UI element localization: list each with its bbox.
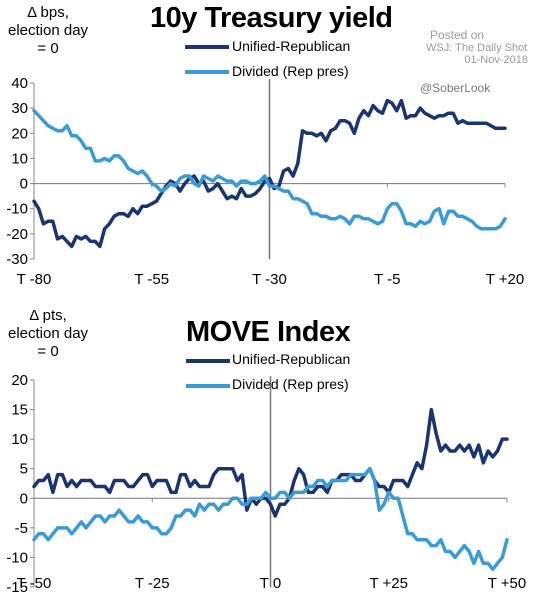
chart2-y-tick-label: 0 bbox=[20, 490, 28, 507]
chart2-note-line2: election day bbox=[8, 325, 89, 342]
chart2-legend-unified-label: Unified-Republican bbox=[232, 351, 351, 367]
chart2-y-tick-label: -10 bbox=[6, 549, 28, 566]
chart2-note-line3: = 0 bbox=[37, 343, 59, 360]
chart1-y-tick-label: 10 bbox=[11, 150, 28, 167]
chart1-series-divided-rep-pres bbox=[32, 108, 507, 231]
chart2-x-tick-label: T +50 bbox=[488, 575, 527, 592]
chart2-x-tick-label: T 0 bbox=[260, 575, 281, 592]
chart2-y-tick-label: 10 bbox=[11, 431, 28, 448]
watermark-posted-on: Posted on bbox=[430, 28, 485, 42]
chart2-note-line1: Δ pts, bbox=[29, 307, 67, 324]
chart2-title: MOVE Index bbox=[186, 316, 351, 348]
chart1-y-tick-label: 20 bbox=[11, 125, 28, 142]
chart1-legend-unified-swatch bbox=[185, 45, 229, 49]
chart1-y-tick-label: 30 bbox=[11, 100, 28, 117]
chart2-y-tick-label: 5 bbox=[20, 461, 28, 478]
chart2-series-unified-republican bbox=[32, 407, 509, 518]
chart2-y-tick-label: -15 bbox=[6, 579, 28, 596]
chart1-legend-divided-swatch bbox=[185, 70, 229, 74]
chart2-x-tick-label: T -50 bbox=[17, 575, 52, 592]
chart2-x-tick-label: T +25 bbox=[369, 575, 408, 592]
chart1-y-tick-label: -20 bbox=[6, 226, 28, 243]
chart1-legend-divided-label: Divided (Rep pres) bbox=[232, 63, 349, 79]
chart2-y-tick-label: -5 bbox=[15, 520, 28, 537]
chart1-y-tick-label: -30 bbox=[6, 251, 28, 268]
chart1-y-tick-label: 40 bbox=[11, 75, 28, 92]
chart2-note: Δ pts, election day = 0 bbox=[8, 307, 88, 361]
chart1-x-tick-label: T +20 bbox=[486, 271, 525, 288]
chart2-series-divided-rep-pres bbox=[32, 466, 509, 572]
watermark-handle: @SoberLook bbox=[420, 81, 491, 95]
chart1-note-line3: = 0 bbox=[37, 40, 59, 57]
chart1-note-line1: Δ bps, bbox=[27, 4, 69, 21]
chart1-note: Δ bps, election day = 0 bbox=[8, 4, 88, 58]
chart1-y-tick-label: -10 bbox=[6, 201, 28, 218]
watermark: Posted on WSJ: The Daily Shot 01-Nov-201… bbox=[418, 28, 530, 66]
chart2-legend-unified-swatch bbox=[186, 359, 230, 363]
chart1-x-tick-label: T -30 bbox=[252, 271, 287, 288]
watermark-source: WSJ: The Daily Shot bbox=[426, 42, 528, 54]
chart1-note-line2: election day bbox=[8, 22, 89, 39]
chart2-x-tick-label: T -25 bbox=[135, 575, 170, 592]
chart2-y-tick-label: 20 bbox=[11, 372, 28, 389]
chart1-legend-unified-label: Unified-Republican bbox=[232, 38, 351, 54]
chart1-x-tick-label: T -80 bbox=[17, 271, 52, 288]
chart2-y-tick-label: 15 bbox=[11, 402, 28, 419]
chart2-legend-divided-label: Divided (Rep pres) bbox=[232, 376, 349, 392]
watermark-date: 01-Nov-2018 bbox=[464, 54, 528, 66]
chart1-x-tick-label: T -5 bbox=[374, 271, 400, 288]
chart1-series-unified-republican bbox=[32, 98, 507, 249]
chart1-y-tick-label: 0 bbox=[20, 176, 28, 193]
chart1-title: 10y Treasury yield bbox=[150, 2, 393, 34]
chart1-x-tick-label: T -55 bbox=[134, 271, 169, 288]
chart2-legend-divided-swatch bbox=[186, 384, 230, 388]
